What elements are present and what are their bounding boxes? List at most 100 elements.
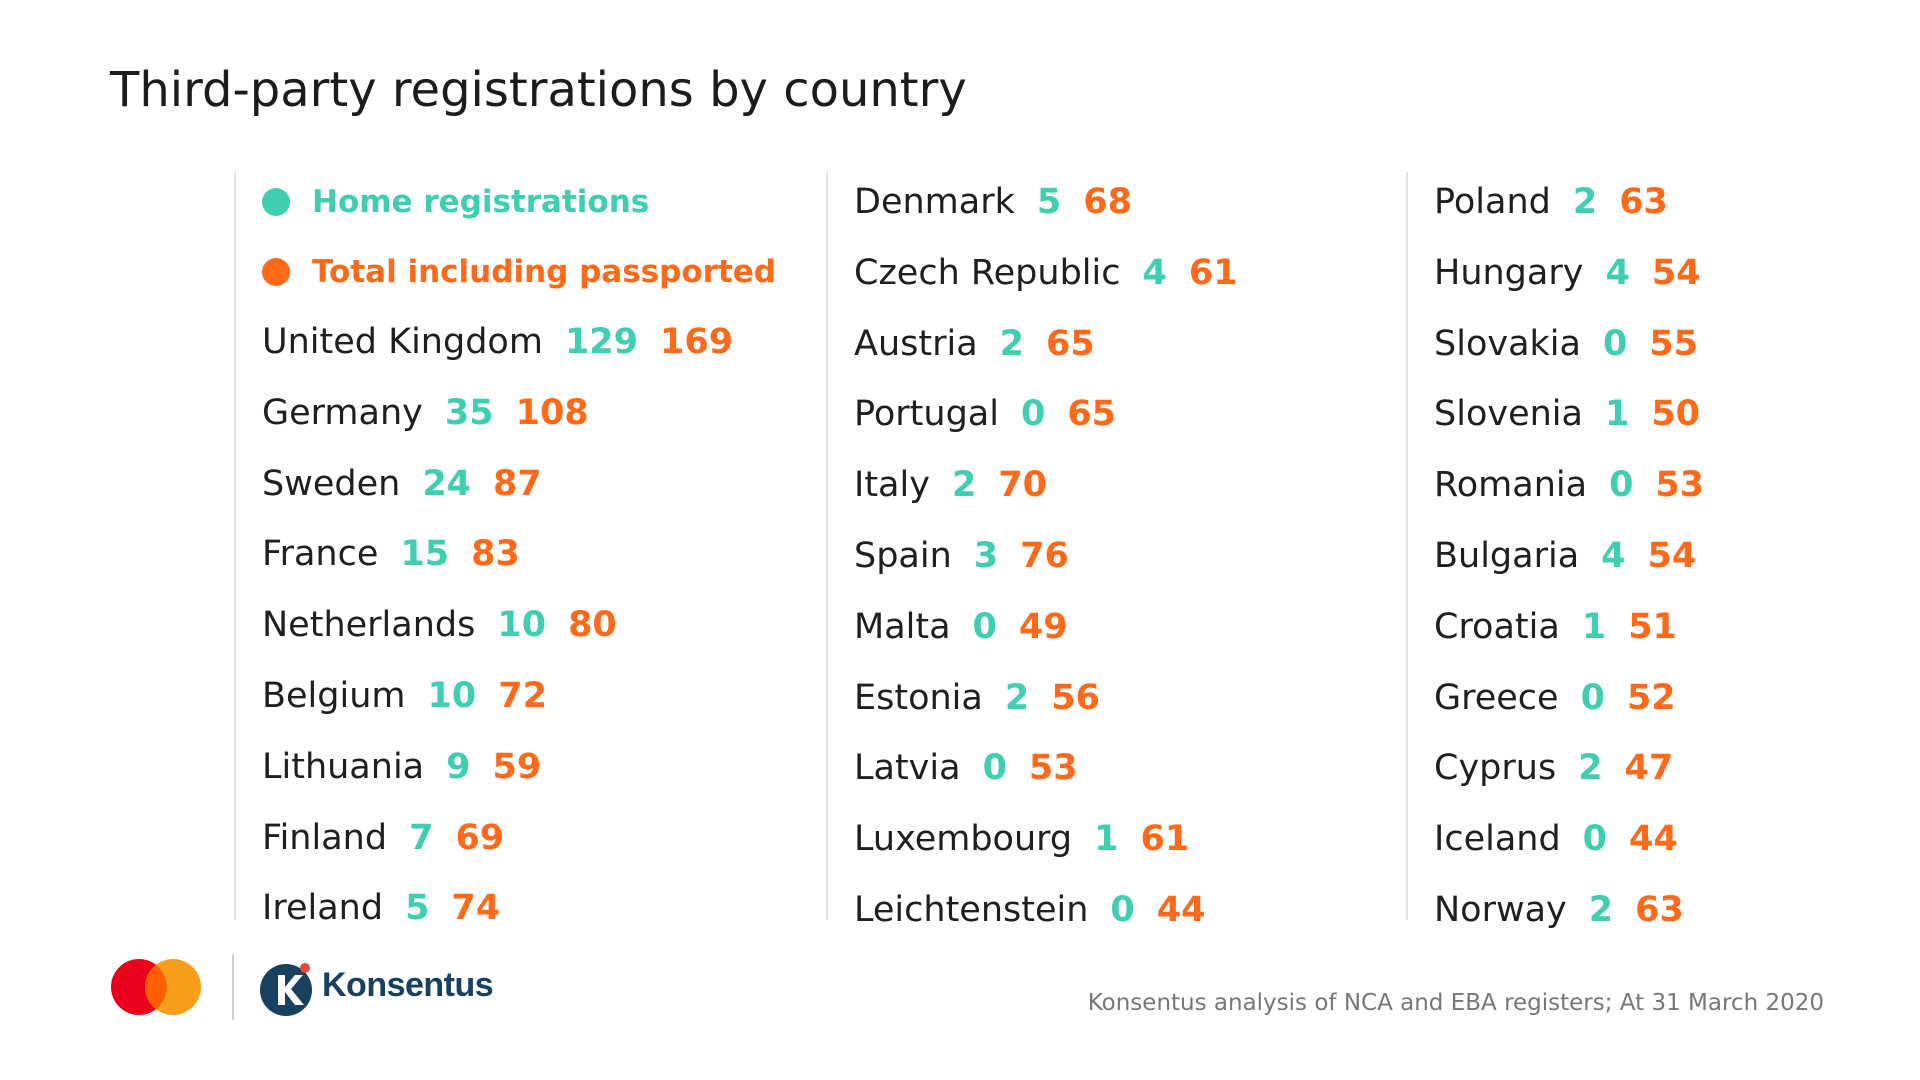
home-count: 35 [444,392,494,433]
home-count: 0 [1020,394,1046,435]
country-name: United Kingdom [262,322,543,362]
country-row: Norway 2 63 [1434,880,1684,940]
total-count: 76 [1020,536,1069,576]
country-row: Slovenia 1 50 [1434,384,1700,444]
total-count: 55 [1649,323,1699,364]
country-row: Portugal 0 65 [854,384,1116,444]
country-row: Bulgaria 4 54 [1434,526,1696,586]
total-count: 63 [1619,182,1668,222]
country-row: Austria 2 65 [854,314,1095,374]
country-row: Finland 7 69 [262,808,504,868]
country-row: Italy 2 70 [854,455,1047,515]
home-count: 0 [1582,819,1608,860]
total-count: 69 [455,817,505,858]
country-name: Latvia [854,748,961,789]
teal-dot-icon [262,188,290,216]
column-2: Denmark 5 68 Czech Republic 4 61 Austria 2 65 Por… [826,172,1388,930]
home-count: 3 [973,536,999,576]
home-count: 5 [405,888,430,929]
total-count: 49 [1018,606,1068,647]
mastercard-logo-icon [111,959,201,1015]
country-row: Latvia 0 53 [854,738,1078,798]
home-count: 7 [409,817,434,858]
total-count: 50 [1651,394,1701,435]
home-count: 129 [564,322,638,362]
country-row: Leichtenstein 0 44 [854,880,1205,940]
country-name: Belgium [262,676,406,716]
country-name: Iceland [1434,819,1561,860]
total-count: 53 [1655,465,1705,506]
country-name: Slovenia [1434,394,1583,435]
total-count: 61 [1140,819,1190,860]
column-1: Home registrations Total including passp… [234,172,806,928]
total-count: 59 [492,746,542,787]
country-name: Cyprus [1434,748,1557,789]
country-name: Hungary [1434,252,1584,293]
country-row: France 15 83 [262,524,520,584]
footer-divider [232,954,234,1020]
source-note: Konsentus analysis of NCA and EBA regist… [1087,990,1824,1016]
country-name: Spain [854,536,952,576]
total-count: 108 [515,392,589,433]
country-name: Bulgaria [1434,536,1580,576]
country-row: Luxembourg 1 61 [854,809,1189,869]
country-row: Ireland 5 74 [262,878,500,938]
home-count: 4 [1605,252,1630,293]
total-count: 65 [1046,323,1095,364]
total-count: 53 [1028,748,1078,789]
orange-dot-icon [262,258,290,286]
country-row: Netherlands 10 80 [262,595,617,655]
total-count: 52 [1626,677,1676,718]
country-row: Slovakia 0 55 [1434,314,1698,374]
legend-home-label: Home registrations [312,184,650,220]
total-count: 83 [471,534,520,575]
country-name: Slovakia [1434,323,1581,364]
country-row: Greece 0 52 [1434,668,1676,728]
total-count: 47 [1624,748,1674,789]
country-row: Denmark 5 68 [854,172,1132,232]
home-count: 2 [1578,748,1603,789]
total-count: 56 [1051,677,1100,718]
home-count: 0 [1110,890,1135,930]
country-name: Czech Republic [854,252,1121,293]
country-name: Malta [854,606,951,647]
total-count: 51 [1628,606,1677,647]
total-count: 63 [1635,890,1684,930]
legend-total-label: Total including passported [312,254,776,290]
country-name: Greece [1434,677,1559,718]
total-count: 87 [493,463,542,504]
country-row: Poland 2 63 [1434,172,1668,232]
total-count: 72 [498,676,547,716]
page-title: Third-party registrations by country [110,62,967,118]
country-name: Norway [1434,890,1567,930]
country-row: Belgium 10 72 [262,666,547,726]
home-count: 1 [1094,819,1119,860]
home-count: 4 [1142,252,1167,293]
country-row: Hungary 4 54 [1434,243,1701,303]
country-name: Finland [262,817,388,858]
country-row: Romania 0 53 [1434,455,1704,515]
country-name: Denmark [854,182,1015,222]
country-name: Austria [854,323,978,364]
country-row: Croatia 1 51 [1434,597,1677,657]
home-count: 2 [999,323,1025,364]
country-row: Estonia 2 56 [854,668,1100,728]
country-row: Cyprus 2 47 [1434,738,1673,798]
total-count: 68 [1083,182,1132,222]
country-name: Romania [1434,465,1588,506]
total-count: 74 [451,888,501,929]
home-count: 5 [1036,182,1062,222]
country-name: Germany [262,392,423,433]
total-count: 169 [660,322,734,362]
total-count: 54 [1651,252,1701,293]
legend-home: Home registrations [262,172,649,232]
home-count: 9 [446,746,471,787]
home-count: 2 [951,465,977,506]
country-row: Iceland 0 44 [1434,809,1678,869]
country-name: Netherlands [262,605,476,646]
country-name: Lithuania [262,746,425,787]
home-count: 0 [972,606,997,647]
country-row: Malta 0 49 [854,597,1068,657]
home-count: 4 [1601,536,1626,576]
country-name: Estonia [854,677,983,718]
